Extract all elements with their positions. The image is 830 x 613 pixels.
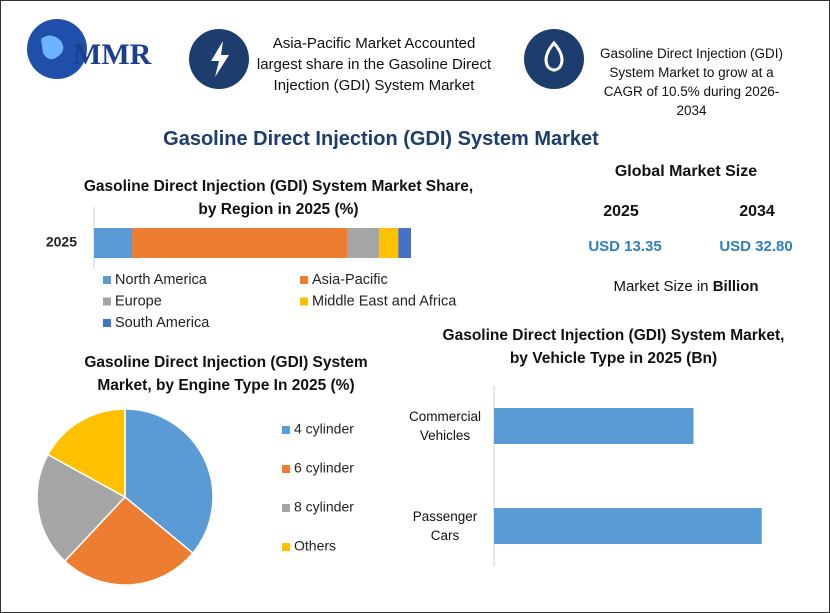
legend-swatch: [282, 543, 290, 551]
bar: [494, 508, 762, 544]
note: Market Size in: [613, 278, 709, 295]
flame-icon: [544, 40, 564, 72]
bar: [494, 408, 694, 444]
legend-label: North America: [115, 272, 208, 288]
pie-slice: [124, 408, 214, 555]
callout: Gasoline Direct Injection (GDI) System M…: [599, 46, 784, 118]
bar-segment: [398, 228, 411, 258]
legend-swatch: [103, 276, 111, 284]
legend-label: 4 cylinder: [294, 421, 354, 437]
bolt-icon: [211, 41, 229, 77]
bar-segment: [132, 228, 348, 258]
size-value: USD 32.80: [719, 238, 793, 255]
legend-swatch: [282, 504, 290, 512]
logo-land: [41, 35, 64, 60]
legend-swatch: [300, 276, 308, 284]
size-note: Market Size in Billion: [581, 278, 791, 295]
pie-slice: [46, 408, 126, 499]
legend-label: 8 cylinder: [294, 499, 354, 515]
legend-swatch: [103, 319, 111, 327]
category-label: 2025: [46, 234, 77, 250]
legend-label: South America: [115, 315, 210, 331]
chart-title: Gasoline Direct Injection (GDI) System M…: [84, 354, 368, 394]
icon-circle: [524, 29, 584, 89]
legend-label: Others: [294, 538, 336, 554]
legend-swatch: [300, 297, 308, 306]
bar-segment: [379, 228, 399, 258]
size-title: Global Market Size: [614, 163, 758, 180]
chart-title: Gasoline Direct Injection (GDI) System M…: [83, 178, 474, 218]
legend-label: Europe: [115, 293, 162, 309]
pie-slice: [63, 495, 194, 586]
category-label: Passenger Cars: [412, 509, 478, 543]
category-label: Commercial Vehicles: [408, 409, 481, 443]
unit: Billion: [712, 278, 759, 295]
bar-segment: [94, 228, 133, 258]
legend-label: 6 cylinder: [294, 460, 354, 476]
year: 2025: [603, 203, 639, 220]
legend-label: Asia-Pacific: [312, 272, 388, 288]
legend-label: Middle East and Africa: [312, 293, 457, 309]
chart-title: Gasoline Direct Injection (GDI) System M…: [442, 327, 785, 367]
legend-swatch: [103, 297, 111, 306]
pie-slice: [36, 453, 127, 563]
legend-swatch: [282, 465, 290, 473]
main-title: Gasoline Direct Injection (GDI) System M…: [163, 128, 599, 150]
bar-segment: [347, 228, 380, 258]
logo-text: MMR: [73, 38, 152, 71]
year: 2034: [739, 203, 775, 220]
callout: Asia-Pacific Market Accounted largest sh…: [256, 35, 492, 94]
size-value: USD 13.35: [588, 238, 662, 255]
legend-swatch: [282, 426, 290, 434]
